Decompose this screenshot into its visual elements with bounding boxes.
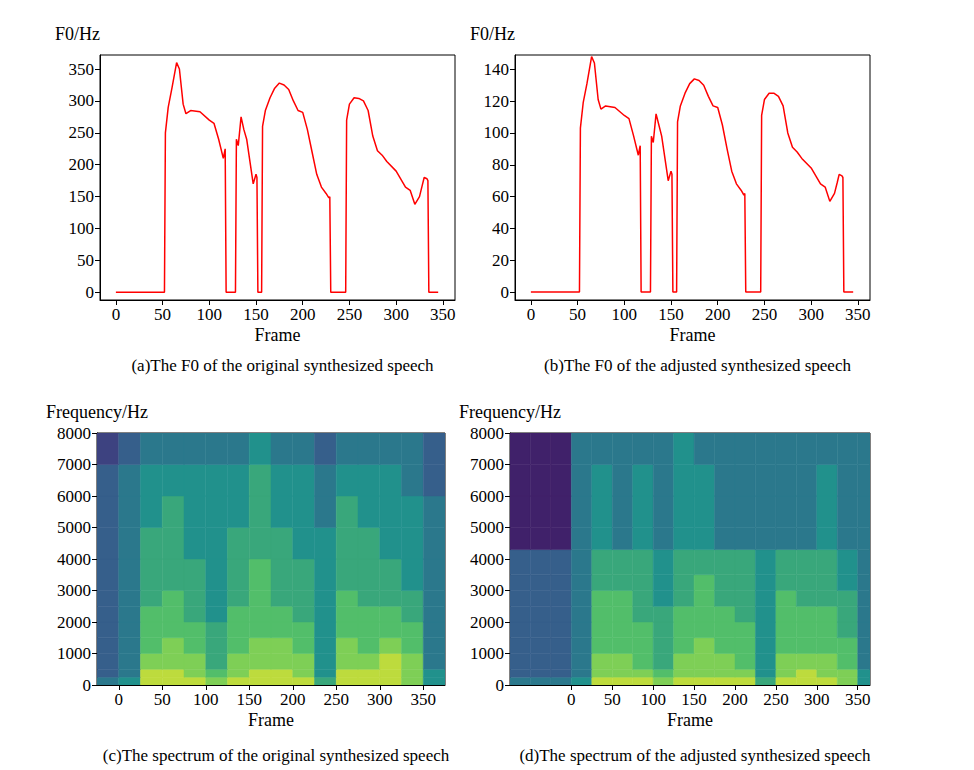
svg-text:250: 250	[752, 305, 778, 324]
svg-text:7000: 7000	[470, 455, 504, 474]
svg-text:0: 0	[112, 305, 121, 324]
svg-text:50: 50	[569, 305, 586, 324]
svg-text:0: 0	[86, 283, 95, 302]
svg-text:200: 200	[69, 155, 95, 174]
svg-text:200: 200	[722, 690, 748, 709]
svg-text:100: 100	[197, 305, 223, 324]
svg-text:200: 200	[290, 305, 316, 324]
svg-text:140: 140	[484, 60, 510, 79]
svg-text:2000: 2000	[57, 613, 91, 632]
svg-text:300: 300	[798, 305, 824, 324]
svg-text:50: 50	[154, 690, 171, 709]
svg-text:150: 150	[658, 305, 684, 324]
svg-text:(c)The spectrum of the origina: (c)The spectrum of the original synthesi…	[103, 746, 450, 765]
svg-text:150: 150	[243, 305, 269, 324]
svg-text:200: 200	[280, 690, 306, 709]
svg-text:60: 60	[492, 187, 509, 206]
svg-text:300: 300	[383, 305, 409, 324]
svg-text:Frame: Frame	[670, 325, 716, 345]
svg-text:250: 250	[337, 305, 363, 324]
svg-text:50: 50	[604, 690, 621, 709]
svg-text:250: 250	[763, 690, 789, 709]
svg-text:4000: 4000	[470, 550, 504, 569]
svg-text:350: 350	[845, 690, 871, 709]
svg-text:120: 120	[484, 92, 510, 111]
svg-text:100: 100	[640, 690, 666, 709]
svg-text:0: 0	[501, 283, 510, 302]
svg-text:5000: 5000	[57, 518, 91, 537]
svg-text:8000: 8000	[470, 424, 504, 443]
svg-text:3000: 3000	[470, 581, 504, 600]
svg-text:0: 0	[83, 676, 92, 695]
svg-text:0: 0	[115, 690, 124, 709]
svg-text:0: 0	[567, 690, 576, 709]
svg-text:50: 50	[77, 251, 94, 270]
svg-text:5000: 5000	[470, 518, 504, 537]
svg-text:4000: 4000	[57, 550, 91, 569]
svg-text:Frame: Frame	[667, 710, 713, 730]
svg-text:150: 150	[681, 690, 707, 709]
svg-text:Frame: Frame	[255, 325, 301, 345]
svg-text:Frame: Frame	[248, 710, 294, 730]
svg-text:7000: 7000	[57, 455, 91, 474]
svg-text:350: 350	[69, 60, 95, 79]
svg-text:1000: 1000	[57, 644, 91, 663]
svg-text:20: 20	[492, 251, 509, 270]
svg-text:(b)The F0 of the adjusted synt: (b)The F0 of the adjusted synthesized sp…	[544, 356, 851, 375]
svg-text:(d)The spectrum of the adjuste: (d)The spectrum of the adjusted synthesi…	[519, 746, 871, 765]
svg-text:(a)The F0 of the original synt: (a)The F0 of the original synthesized sp…	[131, 356, 434, 375]
svg-text:8000: 8000	[57, 424, 91, 443]
svg-text:6000: 6000	[470, 487, 504, 506]
svg-text:50: 50	[154, 305, 171, 324]
svg-text:300: 300	[69, 91, 95, 110]
svg-text:250: 250	[69, 123, 95, 142]
svg-text:150: 150	[237, 690, 263, 709]
svg-text:100: 100	[484, 123, 510, 142]
svg-text:2000: 2000	[470, 613, 504, 632]
svg-text:350: 350	[430, 305, 456, 324]
svg-text:3000: 3000	[57, 581, 91, 600]
svg-text:40: 40	[492, 219, 509, 238]
svg-text:1000: 1000	[470, 644, 504, 663]
svg-text:100: 100	[612, 305, 638, 324]
svg-text:300: 300	[367, 690, 393, 709]
svg-text:0: 0	[527, 305, 536, 324]
svg-text:Frequency/Hz: Frequency/Hz	[459, 402, 561, 422]
svg-text:100: 100	[69, 219, 95, 238]
svg-text:F0/Hz: F0/Hz	[55, 24, 100, 44]
svg-text:Frequency/Hz: Frequency/Hz	[46, 402, 148, 422]
svg-text:350: 350	[845, 305, 871, 324]
svg-text:0: 0	[496, 676, 505, 695]
svg-text:6000: 6000	[57, 487, 91, 506]
svg-text:80: 80	[492, 155, 509, 174]
svg-text:350: 350	[411, 690, 437, 709]
svg-text:100: 100	[193, 690, 219, 709]
svg-text:F0/Hz: F0/Hz	[470, 24, 515, 44]
svg-text:150: 150	[69, 187, 95, 206]
svg-text:300: 300	[804, 690, 830, 709]
svg-text:200: 200	[705, 305, 731, 324]
svg-text:250: 250	[324, 690, 350, 709]
